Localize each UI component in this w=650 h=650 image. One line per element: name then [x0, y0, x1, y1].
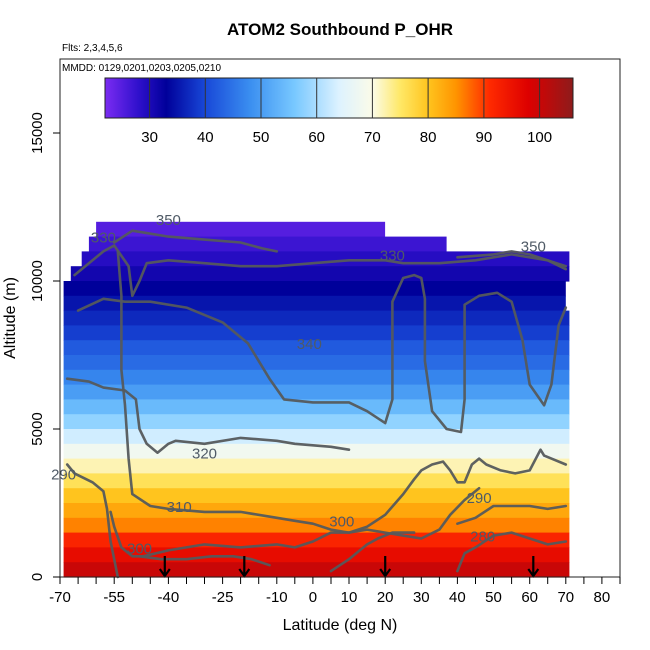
x-tick-label-10: 50 [485, 589, 502, 606]
x-tick-label-12: 70 [557, 589, 574, 606]
x-tick-label-2: -40 [158, 589, 180, 606]
y-axis-label: Altitude (m) [2, 277, 19, 359]
colorbar: 30 40 50 60 70 80 90 100 [104, 77, 574, 146]
x-tick-label-6: 10 [341, 589, 358, 606]
contour-label-310-6: 310 [167, 499, 192, 516]
colorbar-tick-label-90: 90 [476, 129, 493, 146]
x-tick-label-8: 30 [413, 589, 430, 606]
heatmap-band-18 [63, 488, 570, 504]
contour-label-layer: 350 350 330 330 340 320 310 300 300 290 290 280 [51, 212, 546, 557]
dates-subtitle: MMDD: 0129,0201,0203,0205,0210 [62, 63, 221, 74]
heatmap-band-11 [63, 384, 570, 400]
heatmap-band-3 [70, 266, 570, 282]
colorbar-tick-label-60: 60 [308, 129, 325, 146]
contour-line-300-7 [138, 555, 271, 567]
contour-label-280-11: 280 [470, 529, 495, 546]
heatmap-band-7 [63, 325, 570, 341]
arrow-layer [158, 556, 540, 578]
y-axis: 0 5000 10000 15000 [29, 112, 60, 581]
flights-subtitle: Flts: 2,3,4,5,6 [62, 43, 123, 54]
plot-frame [59, 58, 621, 578]
contour-line-300-8 [329, 531, 416, 573]
colorbar-gradient [104, 77, 574, 119]
heatmap-band-10 [63, 369, 570, 386]
heatmap-band-4 [63, 281, 566, 297]
x-tick-label-9: 40 [449, 589, 466, 606]
contour-label-330-3: 330 [380, 247, 405, 264]
x-tick-label-5: 0 [309, 589, 317, 606]
heatmap-band-14 [63, 429, 570, 445]
heatmap-band-5 [63, 295, 566, 312]
flight-arrow-3 [527, 556, 540, 578]
heatmap-band-17 [63, 473, 570, 489]
contour-label-300-8: 300 [329, 514, 354, 531]
x-tick-label-0: -70 [49, 589, 71, 606]
chart-title: ATOM2 Southbound P_OHR [227, 20, 453, 39]
heatmap-band-0 [96, 221, 386, 238]
contour-line-340-3 [76, 273, 568, 434]
colorbar-tick-label-30: 30 [141, 129, 158, 146]
colorbar-tick-label-70: 70 [364, 129, 381, 146]
colorbar-tick-label-100: 100 [527, 129, 552, 146]
contour-line-330-2 [73, 244, 568, 298]
contour-layer [65, 229, 568, 579]
colorbar-tick-label-40: 40 [197, 129, 214, 146]
x-tick-label-1: -55 [103, 589, 125, 606]
contour-line-290-9 [65, 463, 120, 579]
contour-line-340-4 [65, 377, 351, 454]
x-axis-label: Latitude (deg N) [283, 617, 398, 634]
y-tick-label-0: 0 [29, 573, 46, 581]
heatmap-band-12 [63, 399, 570, 415]
heatmap-band-15 [63, 443, 570, 460]
contour-label-350-0: 350 [156, 212, 181, 229]
contour-line-290-10 [456, 504, 568, 525]
x-tick-label-3: -25 [212, 589, 234, 606]
heatmap-band-6 [63, 310, 570, 326]
x-axis: -70 -55 -40 -25 -10 0 10 20 30 40 50 60 70 80 [49, 577, 621, 606]
contour-label-290-9: 290 [51, 466, 76, 483]
contour-line-350-0 [112, 229, 279, 253]
heatmap-band-8 [63, 340, 570, 356]
contour-label-300-7: 300 [127, 540, 152, 557]
flight-arrow-0 [158, 556, 171, 578]
y-tick-label-3: 15000 [29, 112, 46, 154]
colorbar-tick-label-50: 50 [253, 129, 270, 146]
contour-line-280-11 [456, 531, 568, 573]
y-tick-label-2: 10000 [29, 260, 46, 302]
flight-arrow-1 [238, 556, 251, 578]
contour-line-310-6 [109, 486, 481, 558]
heatmap-band-23 [63, 562, 570, 578]
colorbar-tick-label-80: 80 [420, 129, 437, 146]
contour-label-330-2: 330 [91, 230, 116, 247]
x-tick-label-7: 20 [377, 589, 394, 606]
heatmap-band-19 [63, 503, 570, 519]
contour-label-320-5: 320 [192, 446, 217, 463]
contour-label-290-10: 290 [467, 490, 492, 507]
flight-arrow-2 [379, 556, 392, 578]
x-tick-label-11: 60 [521, 589, 538, 606]
heatmap-band-1 [88, 236, 447, 252]
heatmap-band-9 [63, 355, 570, 371]
contour-line-320-5 [116, 250, 568, 534]
x-tick-label-13: 80 [594, 589, 611, 606]
y-tick-label-1: 5000 [29, 412, 46, 445]
x-tick-label-4: -10 [266, 589, 288, 606]
contour-label-340-4: 340 [297, 336, 322, 353]
contour-label-350-1: 350 [521, 238, 546, 255]
